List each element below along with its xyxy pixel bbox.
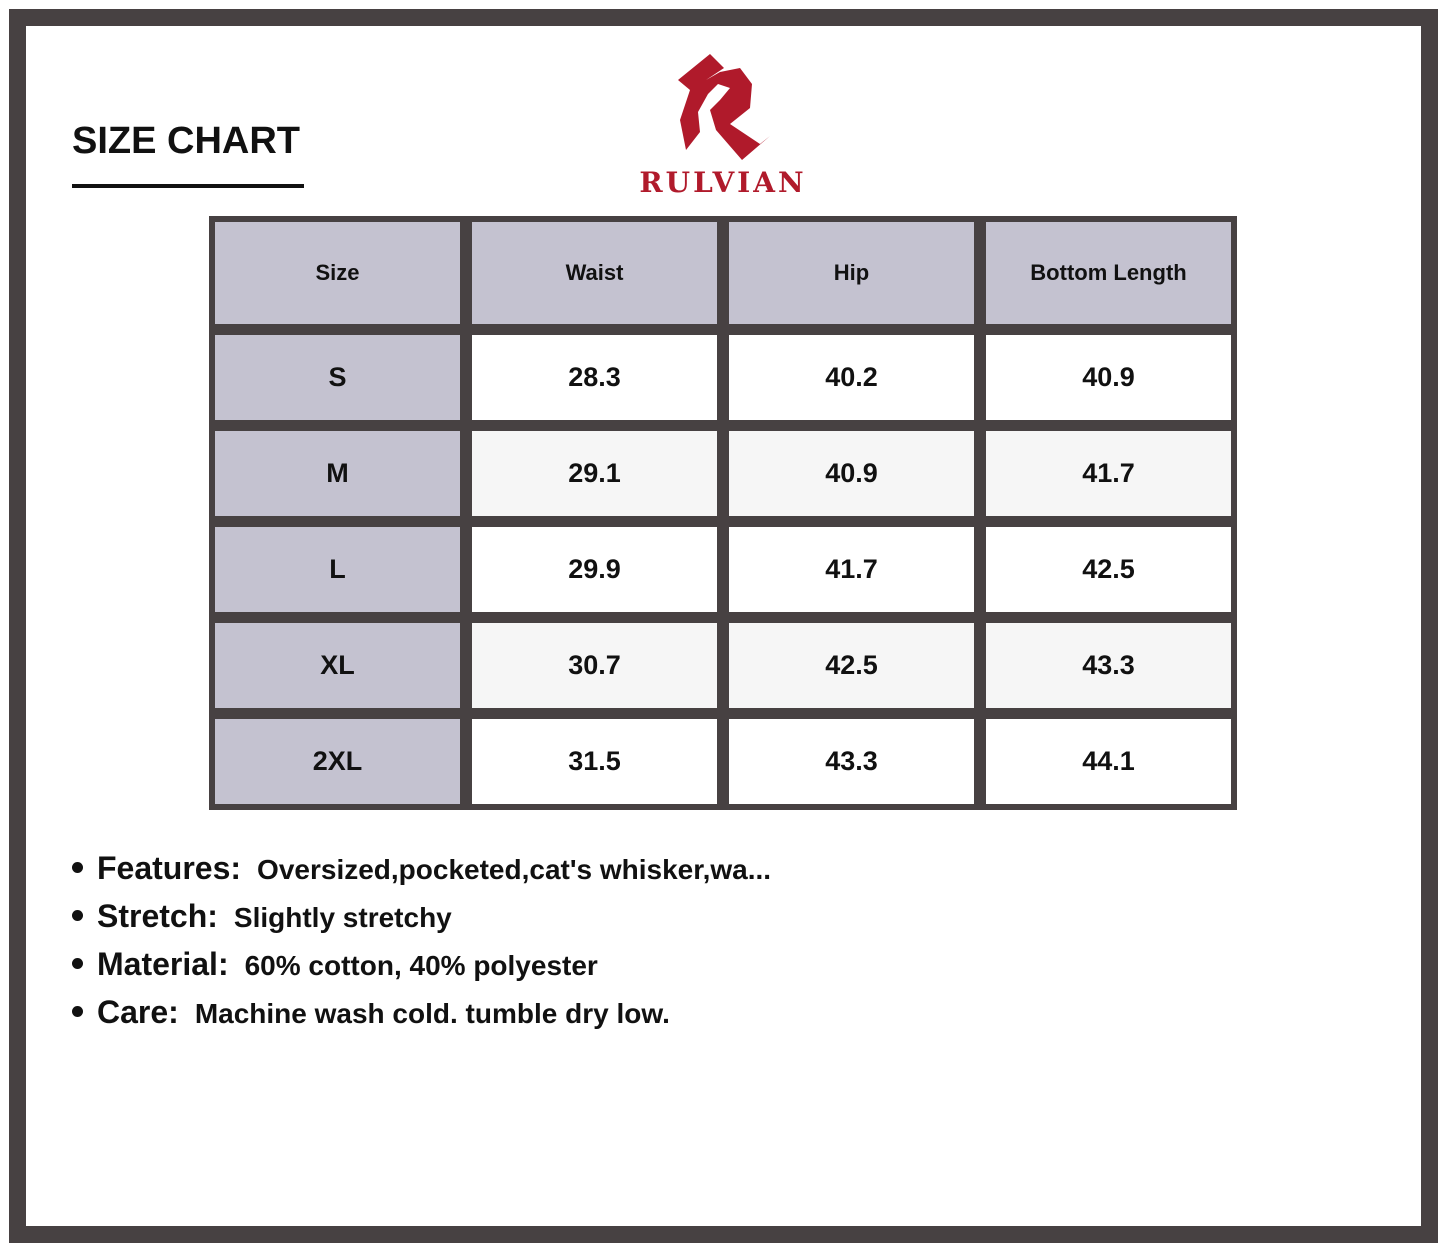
- bullet-icon: [72, 958, 83, 969]
- bullet-icon: [72, 862, 83, 873]
- brand-logo-icon: [678, 54, 770, 160]
- note-label: Material:: [97, 946, 229, 982]
- measurement-cell: 28.3: [472, 335, 717, 420]
- size-cell: L: [215, 527, 460, 612]
- measurement-cell: 30.7: [472, 623, 717, 708]
- measurement-cell: 40.9: [986, 335, 1231, 420]
- size-table: Size Waist Hip Bottom Length S 28.3 40.2 40.9 M 2…: [209, 216, 1237, 810]
- measurement-cell: 40.9: [729, 431, 974, 516]
- column-header: Size: [215, 222, 460, 324]
- note-label: Stretch:: [97, 898, 218, 934]
- bullet-icon: [72, 910, 83, 921]
- note-value: Oversized,pocketed,cat's whisker,wa...: [257, 854, 772, 885]
- title-underline: [72, 184, 304, 188]
- note-item: Material: 60% cotton, 40% polyester: [72, 946, 771, 994]
- measurement-cell: 42.5: [986, 527, 1231, 612]
- bullet-icon: [72, 1006, 83, 1017]
- note-value: Machine wash cold. tumble dry low.: [194, 998, 670, 1029]
- measurement-cell: 29.1: [472, 431, 717, 516]
- note-label: Features:: [97, 850, 242, 886]
- note-item: Features: Oversized,pocketed,cat's whiske…: [72, 850, 771, 898]
- column-header: Waist: [472, 222, 717, 324]
- brand-name: RULVIAN: [639, 166, 807, 199]
- column-header: Bottom Length: [986, 222, 1231, 324]
- measurement-cell: 41.7: [729, 527, 974, 612]
- note-item: Care: Machine wash cold. tumble dry low.: [72, 994, 771, 1042]
- size-cell: M: [215, 431, 460, 516]
- measurement-cell: 42.5: [729, 623, 974, 708]
- measurement-cell: 41.7: [986, 431, 1231, 516]
- measurement-cell: 43.3: [729, 719, 974, 804]
- page-title: SIZE CHART: [72, 120, 300, 162]
- measurement-cell: 43.3: [986, 623, 1231, 708]
- note-value: Slightly stretchy: [233, 902, 452, 933]
- product-notes: Features: Oversized,pocketed,cat's whiske…: [72, 850, 771, 1042]
- measurement-cell: 31.5: [472, 719, 717, 804]
- size-cell: 2XL: [215, 719, 460, 804]
- measurement-cell: 29.9: [472, 527, 717, 612]
- size-cell: XL: [215, 623, 460, 708]
- note-label: Care:: [97, 994, 179, 1030]
- measurement-cell: 40.2: [729, 335, 974, 420]
- note-value: 60% cotton, 40% polyester: [244, 950, 598, 981]
- note-item: Stretch: Slightly stretchy: [72, 898, 771, 946]
- column-header: Hip: [729, 222, 974, 324]
- size-cell: S: [215, 335, 460, 420]
- measurement-cell: 44.1: [986, 719, 1231, 804]
